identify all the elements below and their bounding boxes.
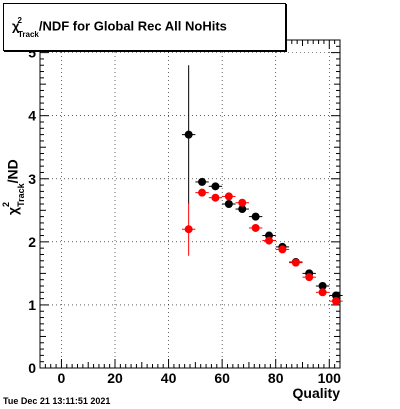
marker-red [318,288,327,297]
axes: 0 20 40 60 80 100 0 1 2 3 4 5 [28,39,342,386]
data-point [222,200,236,208]
data-point [195,188,209,197]
x-tick-label: 0 [58,370,66,386]
marker-black [251,212,260,221]
marker-red [251,223,260,232]
data-point [329,297,343,306]
marker-red [278,245,287,254]
title-rest: /NDF for Global Rec All NoHits [38,18,227,34]
marker-red [224,192,233,201]
data-point [235,198,249,207]
title-superscript: 2 [17,16,22,25]
data-points [181,65,343,306]
data-point [222,192,236,201]
chart-title: χ2 Track/NDF for Global Rec All NoHits [12,16,227,39]
grid-lines [40,40,340,369]
title-subscript: Track [17,29,39,39]
data-point [208,182,223,191]
marker-black [224,200,233,208]
marker-red [184,225,193,234]
marker-black [238,205,247,214]
plot-frame [39,39,341,369]
data-point [329,291,343,300]
ylabel-subscript: Track [16,183,27,207]
marker-red [211,193,220,202]
marker-black [331,291,340,300]
data-point [235,205,249,214]
ylabel-chi: χ [4,206,21,215]
marker-black [198,177,207,186]
marker-red [331,297,340,306]
y-axis-label: χ2 Track/ND [1,159,27,215]
data-point [181,65,196,204]
y-tick-label: 5 [28,45,36,61]
data-point [195,177,209,186]
data-point [315,282,330,290]
title-box: χ2 Track/NDF for Global Rec All NoHits [3,3,286,51]
data-point [181,202,196,256]
data-point [248,212,263,221]
y-tick-label: 0 [28,360,36,376]
marker-red [198,188,207,197]
y-tick-label: 4 [28,108,36,124]
x-tick-label: 20 [107,370,123,386]
title-chi: χ [12,18,20,34]
x-tick-label: 60 [214,370,230,386]
ylabel-rest: /ND [4,159,21,184]
y-tick-label: 1 [28,297,36,313]
marker-red [265,236,274,245]
data-point [262,236,276,245]
x-tick-label: 40 [161,370,177,386]
data-point [275,245,290,254]
data-point [302,273,316,282]
y-tick-label: 2 [28,234,36,250]
data-point [289,258,303,267]
data-point [315,288,330,297]
x-axis-label: Quality [292,385,340,401]
x-tick-label: 100 [318,370,342,386]
ylabel-superscript: 2 [1,201,11,207]
marker-black [211,182,220,191]
data-point [248,223,263,232]
x-tick-label: 80 [268,370,284,386]
marker-red [238,198,247,207]
marker-black [184,130,193,139]
y-tick-label: 3 [28,171,36,187]
data-point [208,193,223,202]
timestamp: Tue Dec 21 13:11:51 2021 [3,396,111,406]
marker-red [305,273,314,282]
marker-black [318,282,327,290]
marker-red [291,258,300,267]
